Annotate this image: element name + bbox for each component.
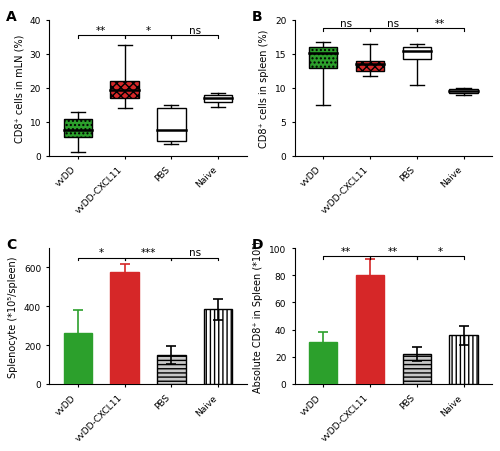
Bar: [308, 48, 337, 69]
Bar: [356, 276, 384, 384]
Y-axis label: CD8⁺ cells in mLN (%): CD8⁺ cells in mLN (%): [14, 35, 24, 143]
Bar: [450, 90, 477, 93]
Text: ns: ns: [340, 18, 352, 28]
Bar: [402, 48, 430, 60]
Text: D: D: [252, 238, 263, 252]
Bar: [308, 342, 337, 384]
Bar: [158, 355, 186, 384]
Bar: [356, 62, 384, 72]
Text: *: *: [146, 26, 150, 36]
Bar: [110, 273, 138, 384]
Bar: [158, 109, 186, 141]
Text: A: A: [6, 10, 17, 24]
Y-axis label: Splenocyte (*10⁵/spleen): Splenocyte (*10⁵/spleen): [8, 256, 18, 377]
Text: ns: ns: [189, 26, 201, 36]
Bar: [204, 96, 233, 102]
Text: ns: ns: [189, 248, 201, 258]
Y-axis label: Absolute CD8⁺ in Spleen (*10⁵): Absolute CD8⁺ in Spleen (*10⁵): [254, 240, 264, 392]
Text: B: B: [252, 10, 262, 24]
Y-axis label: CD8⁺ cells in spleen (%): CD8⁺ cells in spleen (%): [259, 30, 269, 148]
Text: **: **: [341, 246, 351, 256]
Text: ***: ***: [140, 248, 156, 258]
Bar: [450, 335, 477, 384]
Bar: [64, 119, 92, 138]
Text: **: **: [435, 18, 445, 28]
Text: **: **: [96, 26, 106, 36]
Bar: [308, 48, 337, 69]
Text: *: *: [98, 248, 103, 258]
Bar: [402, 354, 430, 384]
Text: ns: ns: [387, 18, 399, 28]
Bar: [64, 119, 92, 138]
Bar: [110, 82, 138, 99]
Text: C: C: [6, 238, 16, 252]
Text: **: **: [388, 246, 398, 256]
Bar: [110, 82, 138, 99]
Text: *: *: [438, 246, 442, 256]
Bar: [204, 309, 233, 384]
Bar: [64, 333, 92, 384]
Bar: [356, 62, 384, 72]
